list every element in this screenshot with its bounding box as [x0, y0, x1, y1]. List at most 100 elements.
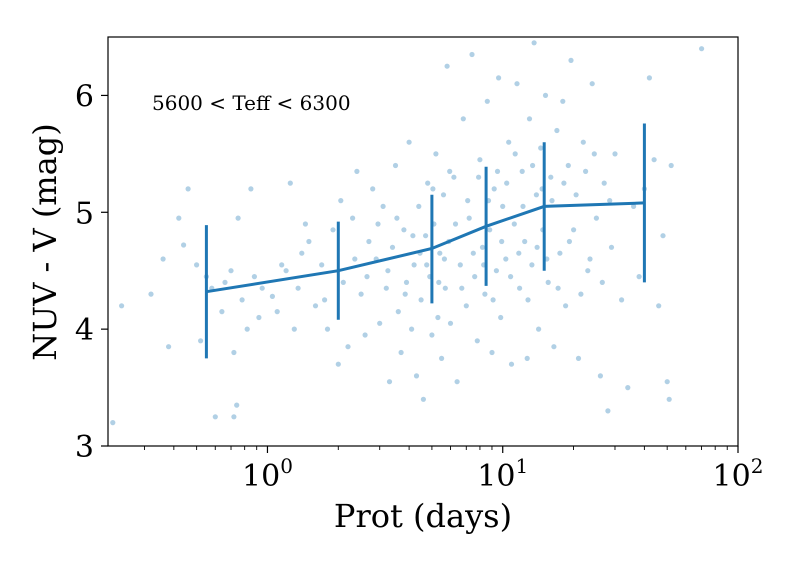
- scatter-point: [554, 127, 560, 134]
- scatter-point: [364, 274, 370, 280]
- scatter-point: [437, 250, 443, 256]
- scatter-point: [413, 373, 420, 379]
- scatter-point: [493, 268, 499, 274]
- scatter-point: [452, 221, 459, 227]
- scatter-point: [477, 157, 483, 163]
- scatter-point: [472, 274, 478, 280]
- scatter-point: [119, 303, 125, 309]
- scatter-point: [460, 116, 466, 122]
- scatter-point: [479, 244, 486, 250]
- scatter-point: [302, 221, 308, 227]
- scatter-point: [185, 186, 191, 192]
- scatter-point: [366, 238, 372, 245]
- scatter-point: [469, 51, 475, 58]
- scatter-point: [287, 180, 293, 186]
- scatter-point: [504, 180, 510, 186]
- scatter-point: [601, 180, 607, 186]
- scatter-point: [312, 303, 319, 309]
- scatter-point: [699, 46, 705, 52]
- scatter-point: [279, 262, 285, 268]
- scatter-point: [597, 373, 604, 379]
- scatter-point: [496, 75, 502, 81]
- scatter-point: [454, 379, 460, 385]
- scatter-point: [440, 192, 447, 198]
- y-tick-label: 5: [75, 196, 94, 231]
- scatter-point: [560, 98, 566, 104]
- scatter-point: [430, 186, 436, 192]
- scatter-point: [491, 186, 497, 192]
- scatter-point: [557, 250, 563, 256]
- scatter-point: [575, 355, 582, 361]
- annotation-label: 5600 < Teff < 6300: [152, 91, 351, 115]
- scatter-point: [416, 203, 422, 209]
- scatter-point: [319, 262, 325, 268]
- scatter-point: [565, 162, 571, 169]
- scatter-point: [409, 326, 415, 332]
- scatter-point: [212, 414, 218, 420]
- scatter-point: [386, 379, 393, 385]
- scatter-point: [580, 139, 586, 145]
- scatter-point: [402, 291, 408, 297]
- scatter-point: [234, 402, 240, 408]
- scatter-point: [571, 227, 577, 233]
- scatter-point: [542, 92, 549, 98]
- scatter-point: [274, 309, 280, 315]
- scatter-point: [383, 285, 389, 291]
- scatter-point: [548, 174, 554, 180]
- scatter-point: [194, 262, 200, 268]
- y-axis-label: NUV - V (mag): [26, 123, 64, 360]
- scatter-point: [522, 238, 528, 245]
- scatter-point: [489, 349, 495, 356]
- scatter-point: [324, 326, 331, 332]
- scatter-point: [536, 326, 542, 332]
- tick-layer: 3 4 5 6 100 101 102: [75, 79, 764, 494]
- scatter-point: [410, 233, 416, 239]
- scatter-point: [251, 274, 257, 280]
- scatter-point: [545, 279, 551, 285]
- scatter-point: [561, 180, 567, 186]
- scatter-point: [512, 151, 518, 157]
- scatter-point: [239, 297, 245, 303]
- scatter-point: [636, 274, 642, 280]
- scatter-point: [538, 145, 544, 151]
- scatter-point: [474, 338, 480, 344]
- scatter-point: [423, 233, 429, 239]
- scatter-point: [228, 268, 234, 274]
- scatter-point: [511, 221, 517, 227]
- scatter-point: [625, 385, 631, 391]
- scatter-point: [506, 139, 512, 145]
- binned-mean-line: [206, 201, 645, 294]
- scatter-point: [508, 361, 515, 367]
- scatter-point: [433, 151, 439, 157]
- y-tick-label: 4: [75, 313, 94, 348]
- scatter-point: [529, 262, 535, 268]
- scatter-point: [534, 244, 540, 250]
- scatter-point: [651, 157, 657, 163]
- scatter-point: [463, 303, 469, 309]
- scatter-point: [447, 320, 454, 326]
- scatter-point: [291, 326, 297, 332]
- scatter-point: [350, 215, 356, 221]
- scatter-point: [352, 256, 358, 262]
- scatter-point: [451, 174, 457, 180]
- scatter-point: [340, 279, 346, 285]
- scatter-point: [420, 396, 426, 402]
- scatter-point: [283, 268, 289, 274]
- scatter-point: [555, 285, 561, 291]
- scatter-point: [392, 162, 399, 169]
- scatter-point: [591, 151, 597, 157]
- scatter-point: [578, 291, 584, 297]
- scatter-point: [425, 180, 431, 186]
- y-tick-label: 3: [75, 430, 94, 465]
- scatter-point: [476, 174, 482, 180]
- scatter-point: [299, 250, 305, 256]
- scatter-point: [269, 293, 275, 299]
- scatter-point: [568, 57, 574, 64]
- y-tick-label: 6: [75, 79, 94, 114]
- scatter-point: [498, 314, 504, 321]
- scatter-point: [503, 256, 509, 262]
- scatter-point: [549, 198, 555, 204]
- scatter-point: [656, 303, 662, 309]
- scatter-point: [248, 186, 254, 192]
- scatter-point: [295, 285, 301, 291]
